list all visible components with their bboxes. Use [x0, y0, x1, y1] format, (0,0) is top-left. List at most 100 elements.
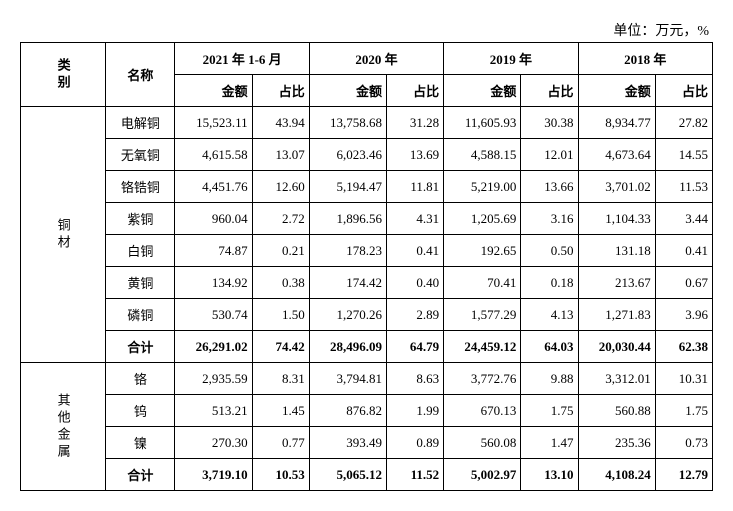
- subhead-amount-0: 金额: [175, 75, 252, 107]
- row-name: 钨: [106, 395, 175, 427]
- total-name: 合计: [106, 459, 175, 491]
- pct-cell: 13.69: [387, 139, 444, 171]
- table-row: 其他金属铬2,935.598.313,794.818.633,772.769.8…: [21, 363, 713, 395]
- pct-cell: 2.72: [252, 203, 309, 235]
- table-body: 铜材电解铜15,523.1143.9413,758.6831.2811,605.…: [21, 107, 713, 491]
- pct-cell: 31.28: [387, 107, 444, 139]
- amount-cell: 4,673.64: [578, 139, 655, 171]
- pct-cell: 30.38: [521, 107, 578, 139]
- pct-cell: 1.47: [521, 427, 578, 459]
- pct-cell: 0.67: [655, 267, 712, 299]
- amount-cell: 560.88: [578, 395, 655, 427]
- amount-cell: 174.42: [309, 267, 386, 299]
- table-row: 镍270.300.77393.490.89560.081.47235.360.7…: [21, 427, 713, 459]
- pct-cell: 74.42: [252, 331, 309, 363]
- pct-cell: 0.41: [655, 235, 712, 267]
- amount-cell: 4,588.15: [444, 139, 521, 171]
- pct-cell: 0.18: [521, 267, 578, 299]
- amount-cell: 3,719.10: [175, 459, 252, 491]
- amount-cell: 3,772.76: [444, 363, 521, 395]
- pct-cell: 64.79: [387, 331, 444, 363]
- pct-cell: 43.94: [252, 107, 309, 139]
- pct-cell: 1.45: [252, 395, 309, 427]
- amount-cell: 560.08: [444, 427, 521, 459]
- row-name: 铬锆铜: [106, 171, 175, 203]
- pct-cell: 8.31: [252, 363, 309, 395]
- unit-label: 单位：万元，%: [20, 20, 713, 40]
- pct-cell: 1.75: [521, 395, 578, 427]
- row-name: 电解铜: [106, 107, 175, 139]
- row-name: 无氧铜: [106, 139, 175, 171]
- pct-cell: 4.31: [387, 203, 444, 235]
- amount-cell: 13,758.68: [309, 107, 386, 139]
- category-cell: 其他金属: [21, 363, 106, 491]
- pct-cell: 10.53: [252, 459, 309, 491]
- amount-cell: 1,271.83: [578, 299, 655, 331]
- pct-cell: 11.81: [387, 171, 444, 203]
- pct-cell: 3.44: [655, 203, 712, 235]
- pct-cell: 1.75: [655, 395, 712, 427]
- pct-cell: 3.96: [655, 299, 712, 331]
- amount-cell: 178.23: [309, 235, 386, 267]
- pct-cell: 0.50: [521, 235, 578, 267]
- table-row: 无氧铜4,615.5813.076,023.4613.694,588.1512.…: [21, 139, 713, 171]
- row-name: 铬: [106, 363, 175, 395]
- total-name: 合计: [106, 331, 175, 363]
- amount-cell: 3,701.02: [578, 171, 655, 203]
- category-cell: 铜材: [21, 107, 106, 363]
- pct-cell: 8.63: [387, 363, 444, 395]
- subhead-pct-3: 占比: [655, 75, 712, 107]
- pct-cell: 10.31: [655, 363, 712, 395]
- pct-cell: 0.41: [387, 235, 444, 267]
- table-row: 紫铜960.042.721,896.564.311,205.693.161,10…: [21, 203, 713, 235]
- amount-cell: 876.82: [309, 395, 386, 427]
- subhead-amount-1: 金额: [309, 75, 386, 107]
- amount-cell: 131.18: [578, 235, 655, 267]
- amount-cell: 530.74: [175, 299, 252, 331]
- amount-cell: 4,451.76: [175, 171, 252, 203]
- amount-cell: 15,523.11: [175, 107, 252, 139]
- row-name: 黄铜: [106, 267, 175, 299]
- pct-cell: 1.50: [252, 299, 309, 331]
- amount-cell: 28,496.09: [309, 331, 386, 363]
- pct-cell: 11.52: [387, 459, 444, 491]
- amount-cell: 2,935.59: [175, 363, 252, 395]
- total-row: 合计26,291.0274.4228,496.0964.7924,459.126…: [21, 331, 713, 363]
- col-header-period-0: 2021 年 1-6 月: [175, 43, 309, 75]
- amount-cell: 1,270.26: [309, 299, 386, 331]
- pct-cell: 27.82: [655, 107, 712, 139]
- pct-cell: 0.21: [252, 235, 309, 267]
- table-row: 磷铜530.741.501,270.262.891,577.294.131,27…: [21, 299, 713, 331]
- pct-cell: 11.53: [655, 171, 712, 203]
- amount-cell: 670.13: [444, 395, 521, 427]
- amount-cell: 3,312.01: [578, 363, 655, 395]
- amount-cell: 1,104.33: [578, 203, 655, 235]
- amount-cell: 11,605.93: [444, 107, 521, 139]
- amount-cell: 8,934.77: [578, 107, 655, 139]
- subhead-pct-0: 占比: [252, 75, 309, 107]
- amount-cell: 134.92: [175, 267, 252, 299]
- pct-cell: 0.77: [252, 427, 309, 459]
- pct-cell: 12.01: [521, 139, 578, 171]
- amount-cell: 26,291.02: [175, 331, 252, 363]
- amount-cell: 5,002.97: [444, 459, 521, 491]
- col-header-category: 类别: [21, 43, 106, 107]
- subhead-pct-1: 占比: [387, 75, 444, 107]
- pct-cell: 0.38: [252, 267, 309, 299]
- pct-cell: 9.88: [521, 363, 578, 395]
- table-row: 白铜74.870.21178.230.41192.650.50131.180.4…: [21, 235, 713, 267]
- amount-cell: 513.21: [175, 395, 252, 427]
- pct-cell: 13.10: [521, 459, 578, 491]
- amount-cell: 5,194.47: [309, 171, 386, 203]
- table-row: 铜材电解铜15,523.1143.9413,758.6831.2811,605.…: [21, 107, 713, 139]
- row-name: 白铜: [106, 235, 175, 267]
- amount-cell: 3,794.81: [309, 363, 386, 395]
- row-name: 镍: [106, 427, 175, 459]
- amount-cell: 393.49: [309, 427, 386, 459]
- pct-cell: 1.99: [387, 395, 444, 427]
- amount-cell: 74.87: [175, 235, 252, 267]
- table-row: 钨513.211.45876.821.99670.131.75560.881.7…: [21, 395, 713, 427]
- subhead-pct-2: 占比: [521, 75, 578, 107]
- table-row: 黄铜134.920.38174.420.4070.410.18213.670.6…: [21, 267, 713, 299]
- pct-cell: 14.55: [655, 139, 712, 171]
